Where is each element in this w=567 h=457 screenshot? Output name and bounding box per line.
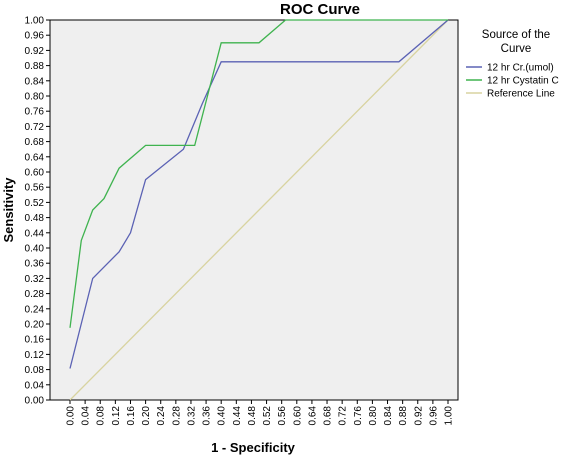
y-tick-label: 0.72 (25, 122, 45, 133)
y-tick-label: 0.44 (25, 228, 45, 239)
series-line-12-hr-cystatin-c (69, 19, 448, 328)
y-tick-label: 0.04 (25, 380, 45, 391)
x-tick-label: 0.68 (323, 406, 334, 426)
x-tick-label: 0.56 (277, 406, 288, 426)
x-tick-label: 0.20 (141, 406, 152, 426)
x-axis-title: 1 - Specificity (211, 440, 296, 455)
y-tick-label: 0.68 (25, 137, 45, 148)
x-tick-label: 1.00 (444, 406, 455, 426)
x-tick-label: 0.88 (398, 406, 409, 426)
y-tick-label: 0.80 (25, 92, 45, 103)
legend: Source of the Curve 12 hr Cr.(umol) 12 hr… (466, 29, 559, 100)
x-tick-label: 0.16 (126, 406, 137, 426)
y-tick-label: 0.12 (25, 350, 45, 361)
x-tick-label: 0.76 (353, 406, 364, 426)
series-line-12-hr-cr-umol (69, 19, 449, 369)
x-tick-label: 0.28 (171, 406, 182, 426)
x-tick-label: 0.40 (217, 406, 228, 426)
x-tick-label: 0.04 (81, 406, 92, 426)
x-tick-label: 0.96 (428, 406, 439, 426)
y-tick-label: 0.88 (25, 61, 45, 72)
x-tick-label: 0.64 (307, 406, 318, 426)
x-tick-label: 0.00 (66, 406, 77, 426)
x-tick-label: 0.24 (156, 406, 167, 426)
x-tick-label: 0.44 (232, 406, 243, 426)
y-tick-label: 0.48 (25, 213, 45, 224)
y-tick-label: 0.24 (25, 304, 45, 315)
x-tick-label: 0.12 (111, 406, 122, 426)
x-tick-label: 0.92 (413, 406, 424, 426)
x-tick-label: 0.36 (202, 406, 213, 426)
x-tick-label: 0.72 (338, 406, 349, 426)
y-axis-title: Sensitivity (1, 177, 16, 243)
y-tick-label: 1.00 (25, 16, 45, 27)
legend-title-line2: Curve (501, 43, 532, 55)
y-tick-label: 0.00 (25, 396, 45, 407)
y-tick-label: 0.96 (25, 31, 45, 42)
y-tick-label: 0.92 (25, 46, 45, 57)
y-tick-label: 0.60 (25, 168, 45, 179)
y-tick-label: 0.52 (25, 198, 45, 209)
y-tick-label: 0.08 (25, 365, 45, 376)
x-tick-label: 0.08 (96, 406, 107, 426)
legend-label-reference-line: Reference Line (487, 89, 555, 100)
y-tick-label: 0.28 (25, 289, 45, 300)
y-tick-label: 0.20 (25, 320, 45, 331)
x-tick-label: 0.52 (262, 406, 273, 426)
x-tick-label: 0.48 (247, 406, 258, 426)
y-tick-label: 0.40 (25, 244, 45, 255)
y-tick-label: 0.76 (25, 107, 45, 118)
y-tick-label: 0.36 (25, 259, 45, 270)
legend-label-12-hr-cystatin-c: 12 hr Cystatin C (487, 76, 559, 87)
y-tick-label: 0.64 (25, 152, 45, 163)
x-tick-label: 0.32 (186, 406, 197, 426)
x-tick-label: 0.80 (368, 406, 379, 426)
series-line-reference-line (69, 19, 449, 401)
y-tick-label: 0.16 (25, 335, 45, 346)
y-tick-label: 0.84 (25, 76, 45, 87)
legend-label-12-hr-cr-umol: 12 hr Cr.(umol) (487, 63, 554, 74)
plot-area (49, 19, 459, 401)
y-tick-label: 0.32 (25, 274, 45, 285)
x-tick-label: 0.84 (383, 406, 394, 426)
legend-title-line1: Source of the (482, 29, 550, 41)
y-tick-label: 0.56 (25, 183, 45, 194)
x-tick-label: 0.60 (292, 406, 303, 426)
chart-title: ROC Curve (280, 1, 360, 18)
